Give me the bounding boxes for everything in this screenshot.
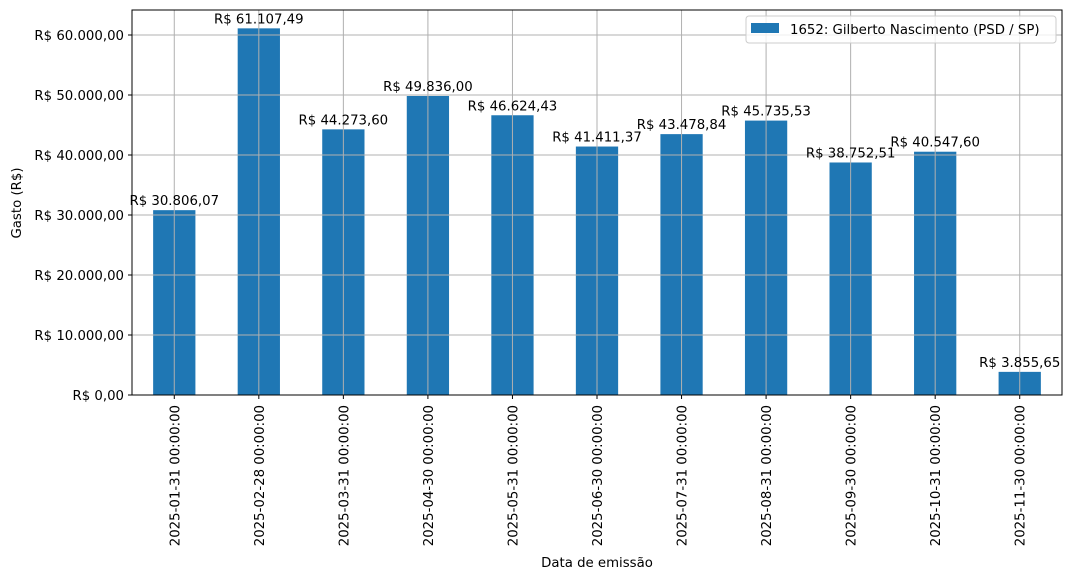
legend-label: 1652: Gilberto Nascimento (PSD / SP) <box>790 23 1040 38</box>
bar-value-label: R$ 40.547,60 <box>890 136 980 151</box>
x-tick-label: 2025-08-31 00:00:00 <box>760 405 775 546</box>
x-tick-label: 2025-01-31 00:00:00 <box>168 405 183 546</box>
x-axis: 2025-01-31 00:00:00 2025-02-28 00:00:00 20… <box>168 395 1029 546</box>
y-tick-label: R$ 60.000,00 <box>34 29 124 44</box>
x-tick-label: 2025-11-30 00:00:00 <box>1014 405 1029 546</box>
bar-value-labels: R$ 30.806,07 R$ 61.107,49 R$ 44.273,60 R$ 4… <box>129 12 1060 371</box>
y-tick-label: R$ 10.000,00 <box>34 329 124 344</box>
legend-swatch <box>751 23 779 33</box>
legend: 1652: Gilberto Nascimento (PSD / SP) <box>745 15 1057 44</box>
x-tick-label: 2025-07-31 00:00:00 <box>676 405 691 546</box>
bar-value-label: R$ 44.273,60 <box>299 113 389 128</box>
bar-value-label: R$ 46.624,43 <box>468 99 558 114</box>
bar-value-label: R$ 3.855,65 <box>979 356 1060 371</box>
x-tick-label: 2025-09-30 00:00:00 <box>845 405 860 546</box>
bar-value-label: R$ 41.411,37 <box>552 131 642 146</box>
x-tick-label: 2025-04-30 00:00:00 <box>422 405 437 546</box>
y-tick-label: R$ 40.000,00 <box>34 149 124 164</box>
y-axis: R$ 0,00 R$ 10.000,00 R$ 20.000,00 R$ 30.000… <box>34 29 132 404</box>
bar-value-label: R$ 49.836,00 <box>383 80 473 95</box>
bar-value-label: R$ 30.806,07 <box>129 194 219 209</box>
x-tick-label: 2025-05-31 00:00:00 <box>506 405 521 546</box>
bar-value-label: R$ 45.735,53 <box>721 105 811 120</box>
x-tick-label: 2025-03-31 00:00:00 <box>337 405 352 546</box>
y-tick-label: R$ 30.000,00 <box>34 209 124 224</box>
y-tick-label: R$ 50.000,00 <box>34 89 124 104</box>
bar-value-label: R$ 43.478,84 <box>637 118 727 133</box>
bar-value-label: R$ 61.107,49 <box>214 12 304 27</box>
bar-value-label: R$ 38.752,51 <box>806 146 896 161</box>
x-axis-label: Data de emissão <box>541 556 653 571</box>
x-tick-label: 2025-06-30 00:00:00 <box>591 405 606 546</box>
legend-box <box>745 15 1057 44</box>
x-tick-label: 2025-02-28 00:00:00 <box>253 405 268 546</box>
y-tick-label: R$ 20.000,00 <box>34 269 124 284</box>
y-tick-label: R$ 0,00 <box>72 389 124 404</box>
x-tick-label: 2025-10-31 00:00:00 <box>929 405 944 546</box>
y-axis-label: Gasto (R$) <box>10 167 25 238</box>
